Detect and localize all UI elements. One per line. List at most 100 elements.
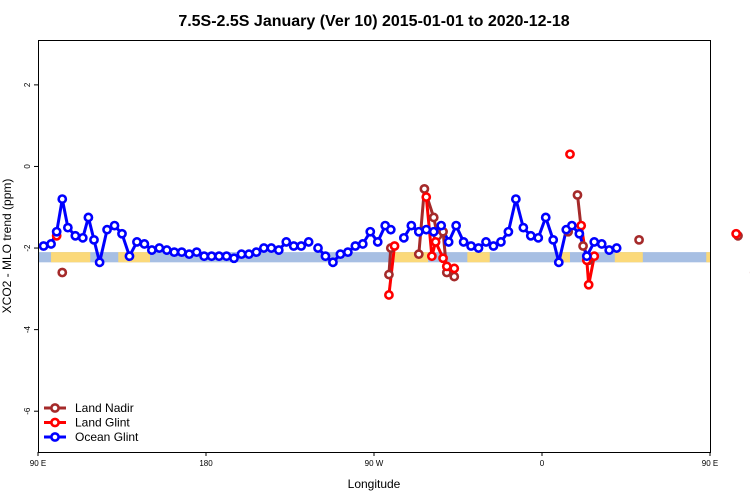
ocean-glint-point bbox=[146, 245, 157, 255]
ocean-glint-point bbox=[611, 243, 622, 253]
y-tick-label: -4 bbox=[23, 326, 32, 334]
ocean-glint-point bbox=[258, 243, 269, 253]
ocean-glint-point bbox=[191, 247, 202, 258]
ocean-glint-point bbox=[109, 220, 120, 231]
ocean-glint-point bbox=[481, 237, 491, 247]
x-tick-label: 90 E bbox=[30, 459, 46, 468]
ocean-glint-point bbox=[184, 249, 195, 260]
ocean-glint-point bbox=[548, 234, 559, 245]
land-glint-point bbox=[449, 263, 460, 274]
ocean-glint-point bbox=[398, 232, 409, 243]
ocean-glint-point bbox=[320, 251, 331, 262]
ocean-glint-point bbox=[62, 222, 73, 233]
land-glint-point bbox=[421, 192, 432, 202]
y-tick-label: 2 bbox=[23, 82, 32, 87]
land-nadir-point bbox=[428, 212, 439, 223]
ocean-glint-point bbox=[176, 247, 187, 258]
ocean-glint-point bbox=[273, 245, 284, 255]
ocean-glint-point bbox=[525, 230, 536, 241]
land-glint-point bbox=[589, 251, 600, 262]
ocean-glint-point bbox=[342, 247, 353, 258]
ocean-glint-point bbox=[296, 241, 307, 251]
legend-marker-land-glint bbox=[50, 417, 60, 428]
ocean-glint-point bbox=[206, 251, 217, 262]
land-glint-point bbox=[576, 220, 587, 231]
ocean-glint-point bbox=[124, 251, 135, 262]
ocean-glint-point bbox=[574, 228, 585, 239]
y-tick-label: 0 bbox=[23, 164, 32, 169]
ocean-glint-point bbox=[451, 220, 462, 231]
ocean-glint-point bbox=[281, 237, 292, 247]
land-glint-point bbox=[389, 241, 400, 251]
x-axis-label: Longitude bbox=[348, 477, 401, 491]
land-glint-point bbox=[441, 261, 452, 272]
ocean-glint-point bbox=[83, 212, 94, 223]
y-axis-label: XCO2 - MLO trend (ppm) bbox=[0, 179, 14, 314]
land-nadir-point bbox=[572, 190, 583, 200]
ocean-glint-point bbox=[139, 239, 150, 249]
ocean-glint-point bbox=[473, 243, 484, 253]
ocean-glint-point bbox=[458, 237, 469, 247]
ocean-glint-point bbox=[214, 251, 224, 262]
ocean-glint-point bbox=[604, 245, 615, 255]
land-nadir-point bbox=[449, 271, 460, 282]
ocean-glint-point bbox=[518, 222, 529, 233]
y-axis: -6 -4 -2 0 2 bbox=[23, 82, 38, 415]
chart-title: 7.5S-2.5S January (Ver 10) 2015-01-01 to… bbox=[178, 13, 569, 30]
land-glint-point bbox=[583, 279, 594, 290]
y-tick-label: -6 bbox=[23, 407, 32, 415]
ocean-glint-point bbox=[350, 241, 361, 251]
land-glint-point bbox=[438, 253, 448, 264]
ocean-glint-point bbox=[38, 241, 49, 251]
land-nadir-point bbox=[57, 267, 68, 278]
land-band-4 bbox=[560, 252, 570, 263]
land-band-2 bbox=[394, 252, 429, 263]
ocean-glint-point bbox=[443, 237, 454, 247]
legend-label-ocean-glint: Ocean Glint bbox=[75, 430, 139, 444]
land-band-3 bbox=[467, 252, 490, 263]
series-lines bbox=[43, 187, 618, 296]
ocean-glint-point bbox=[533, 232, 544, 243]
land-band-0 bbox=[51, 252, 91, 263]
ocean-glint-point bbox=[221, 251, 232, 262]
ocean-glint-point bbox=[117, 228, 127, 239]
ocean-glint-point bbox=[357, 239, 368, 249]
ocean-glint-point bbox=[553, 257, 564, 268]
ocean-glint-point bbox=[421, 224, 432, 235]
land-glint-point bbox=[384, 290, 394, 300]
ocean-glint-point bbox=[496, 237, 506, 247]
ocean-glint-point bbox=[288, 241, 299, 251]
land-nadir-point bbox=[419, 183, 430, 194]
ocean-glint-point bbox=[596, 239, 607, 249]
land-nadir-point bbox=[384, 269, 394, 280]
series-points bbox=[38, 149, 750, 300]
ocean-glint-point bbox=[466, 241, 476, 251]
ocean-glint-point bbox=[244, 249, 254, 260]
ocean-glint-point bbox=[413, 226, 424, 237]
x-tick-label: 180 bbox=[199, 459, 213, 468]
land-nadir-point bbox=[634, 234, 644, 245]
ocean-glint-point bbox=[229, 253, 239, 264]
ocean-glint-point bbox=[89, 234, 99, 245]
land-glint-point bbox=[731, 228, 742, 239]
ocean-glint-point bbox=[313, 243, 323, 253]
ocean-glint-point bbox=[428, 226, 439, 237]
legend-marker-land-nadir bbox=[50, 403, 60, 413]
ocean-glint-point bbox=[581, 251, 592, 262]
ocean-glint-point bbox=[132, 237, 142, 247]
land-nadir-point bbox=[578, 241, 588, 251]
ocean-glint-point bbox=[540, 212, 551, 223]
ocean-glint-point bbox=[503, 226, 514, 237]
x-axis: 90 E 180 90 W 0 90 E bbox=[30, 452, 718, 468]
land-glint-line-1 bbox=[387, 245, 396, 296]
x-tick-label: 90 W bbox=[365, 459, 384, 468]
land-glint-point bbox=[565, 149, 575, 160]
ocean-glint-point bbox=[199, 251, 210, 262]
ocean-glint-point bbox=[94, 257, 105, 268]
ocean-glint-point bbox=[77, 232, 88, 243]
ocean-glint-point bbox=[328, 257, 338, 268]
ocean-glint-point bbox=[372, 237, 383, 247]
legend-label-land-glint: Land Glint bbox=[75, 416, 130, 430]
